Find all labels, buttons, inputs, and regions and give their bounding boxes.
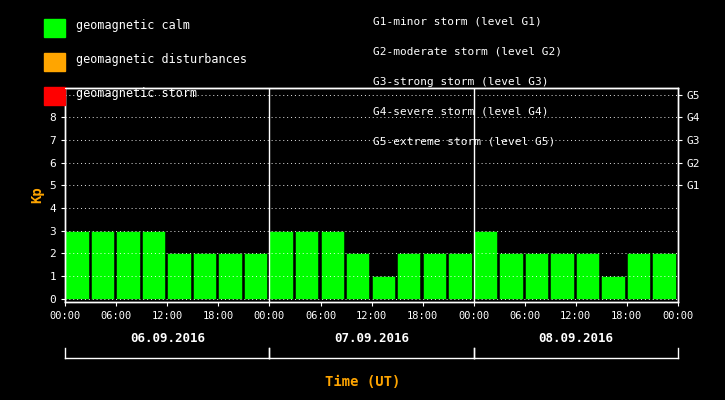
Bar	[550, 253, 573, 299]
Bar	[295, 231, 318, 299]
Bar	[525, 253, 548, 299]
Bar	[65, 231, 88, 299]
Bar	[397, 253, 420, 299]
Text: geomagnetic storm: geomagnetic storm	[76, 88, 197, 100]
Text: G4-severe storm (level G4): G4-severe storm (level G4)	[373, 107, 549, 117]
Bar	[371, 276, 395, 299]
Bar	[193, 253, 216, 299]
Bar	[116, 231, 140, 299]
Text: 06.09.2016: 06.09.2016	[130, 332, 205, 344]
Bar	[91, 231, 114, 299]
Text: G1-minor storm (level G1): G1-minor storm (level G1)	[373, 17, 542, 27]
Text: G5-extreme storm (level G5): G5-extreme storm (level G5)	[373, 137, 555, 147]
Bar	[423, 253, 446, 299]
Bar	[167, 253, 191, 299]
Bar	[346, 253, 370, 299]
Bar	[576, 253, 599, 299]
Bar	[244, 253, 268, 299]
Y-axis label: Kp: Kp	[30, 187, 44, 203]
Text: geomagnetic disturbances: geomagnetic disturbances	[76, 54, 247, 66]
Text: G3-strong storm (level G3): G3-strong storm (level G3)	[373, 77, 549, 87]
Text: geomagnetic calm: geomagnetic calm	[76, 20, 190, 32]
Bar	[448, 253, 471, 299]
Bar	[627, 253, 650, 299]
Bar	[601, 276, 625, 299]
Text: Time (UT): Time (UT)	[325, 375, 400, 389]
Bar	[500, 253, 523, 299]
Text: 07.09.2016: 07.09.2016	[334, 332, 409, 344]
Bar	[652, 253, 676, 299]
Text: G2-moderate storm (level G2): G2-moderate storm (level G2)	[373, 47, 563, 57]
Bar	[270, 231, 293, 299]
Text: 08.09.2016: 08.09.2016	[538, 332, 613, 344]
Bar	[320, 231, 344, 299]
Bar	[473, 231, 497, 299]
Bar	[142, 231, 165, 299]
Bar	[218, 253, 242, 299]
